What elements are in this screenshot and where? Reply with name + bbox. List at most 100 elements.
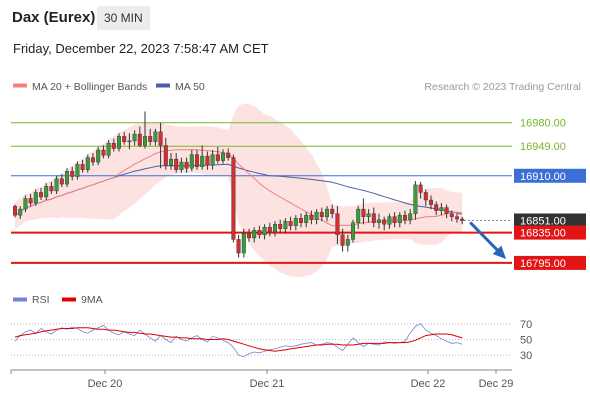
candle-body bbox=[148, 136, 153, 142]
candle-body bbox=[111, 142, 116, 149]
candle-body bbox=[304, 214, 309, 223]
candle-body bbox=[179, 161, 184, 170]
candle-body bbox=[267, 227, 272, 233]
forecast-arrow-head bbox=[492, 245, 507, 259]
chart-header: Dax (Eurex) 30 MIN bbox=[0, 0, 590, 36]
candle-body bbox=[423, 192, 428, 201]
candle-body bbox=[174, 158, 179, 170]
candle-body bbox=[142, 136, 147, 146]
candle-body bbox=[299, 218, 304, 223]
candle-body bbox=[262, 227, 267, 236]
legend-ma50-label: MA 50 bbox=[175, 81, 205, 93]
candle-body bbox=[64, 171, 69, 185]
candle-body bbox=[75, 164, 80, 177]
candle-body bbox=[90, 157, 95, 163]
bollinger-band bbox=[15, 103, 463, 278]
candle-body bbox=[153, 131, 158, 142]
level-label-resistance: 16980.00 bbox=[520, 118, 566, 130]
candle-body bbox=[158, 131, 163, 146]
level-label-support: 16835.00 bbox=[520, 228, 566, 240]
x-tick-label: Dec 20 bbox=[88, 378, 123, 390]
rsi-tick-label: 30 bbox=[520, 350, 532, 362]
x-tick-label: Dec 21 bbox=[250, 378, 285, 390]
rsi-line bbox=[14, 323, 463, 358]
candle-body bbox=[288, 221, 293, 226]
candle-body bbox=[429, 199, 434, 205]
candle-body bbox=[345, 239, 350, 246]
candle-body bbox=[434, 204, 439, 211]
level-label-last: 16851.00 bbox=[520, 215, 566, 227]
candle-body bbox=[163, 145, 168, 166]
candle-body bbox=[122, 136, 127, 142]
legend-rsi-ma-label: 9MA bbox=[81, 294, 103, 306]
candle-body bbox=[44, 186, 49, 198]
x-axis: Dec 20 Dec 21 Dec 22 Dec 29 bbox=[10, 370, 514, 390]
candle-body bbox=[168, 158, 173, 166]
candle-body bbox=[200, 155, 205, 167]
level-badge-support bbox=[514, 255, 586, 270]
timeframe-button[interactable]: 30 MIN bbox=[97, 6, 150, 30]
candle-body bbox=[127, 140, 132, 143]
candle-body bbox=[246, 233, 251, 239]
candle-body bbox=[80, 164, 85, 170]
candle-body bbox=[366, 213, 371, 217]
candle-body bbox=[85, 157, 90, 170]
candle-body bbox=[220, 152, 225, 161]
candle-body bbox=[418, 184, 423, 193]
candle-body bbox=[403, 214, 408, 220]
candle-body bbox=[252, 230, 257, 239]
candle-body bbox=[335, 213, 340, 236]
legend-rsi-label: RSI bbox=[32, 294, 50, 306]
candle-body bbox=[439, 207, 444, 211]
candle-body bbox=[18, 208, 23, 216]
legend-ma50-swatch bbox=[156, 83, 170, 88]
candle-body bbox=[70, 171, 75, 177]
candle-body bbox=[189, 154, 194, 169]
legend-ma20-swatch bbox=[13, 83, 27, 88]
legend-rsi-swatch bbox=[13, 297, 27, 302]
candle-body bbox=[241, 233, 246, 254]
level-badge-support bbox=[514, 225, 586, 240]
price-panel: 16980.00 16949.00 16910.00 16851.0016835.00… bbox=[11, 103, 586, 278]
candle-body bbox=[351, 222, 356, 240]
candle-body bbox=[340, 234, 345, 246]
candle-body bbox=[387, 216, 392, 225]
candle-body bbox=[23, 198, 28, 210]
candle-body bbox=[330, 208, 335, 214]
candle-body bbox=[231, 157, 236, 240]
candle-body bbox=[236, 239, 241, 254]
candle-body bbox=[116, 136, 121, 149]
candle-body bbox=[314, 211, 319, 220]
candle-body bbox=[101, 149, 106, 156]
credit-text: Research © 2023 Trading Central bbox=[424, 81, 581, 93]
candle-body bbox=[194, 154, 199, 167]
candle-body bbox=[106, 142, 111, 156]
level-label-support: 16795.00 bbox=[520, 258, 566, 270]
chart-datetime: Friday, December 22, 2023 7:58:47 AM CET bbox=[13, 41, 269, 56]
candle-body bbox=[283, 221, 288, 230]
candle-body bbox=[28, 198, 33, 204]
candle-body bbox=[205, 155, 210, 166]
candle-body bbox=[226, 152, 231, 158]
rsi-panel: 70 50 30 bbox=[11, 319, 532, 362]
legend-rsi-ma-swatch bbox=[62, 297, 76, 302]
candle-body bbox=[319, 211, 324, 217]
candle-body bbox=[460, 218, 465, 221]
candle-body bbox=[39, 192, 44, 198]
candle-body bbox=[132, 133, 137, 142]
candle-body bbox=[184, 161, 189, 169]
rsi-tick-label: 50 bbox=[520, 335, 532, 347]
candle-body bbox=[96, 149, 101, 163]
candle-body bbox=[257, 230, 262, 236]
legend-ma20-label: MA 20 + Bollinger Bands bbox=[32, 81, 147, 93]
candle-body bbox=[215, 154, 220, 161]
candle-body bbox=[371, 213, 376, 223]
candle-body bbox=[408, 213, 413, 220]
x-tick-label: Dec 29 bbox=[479, 378, 514, 390]
x-tick-label: Dec 22 bbox=[411, 378, 446, 390]
candle-body bbox=[361, 208, 366, 217]
candle-body bbox=[49, 186, 54, 192]
candle-body bbox=[12, 205, 17, 216]
candle-body bbox=[309, 214, 314, 220]
